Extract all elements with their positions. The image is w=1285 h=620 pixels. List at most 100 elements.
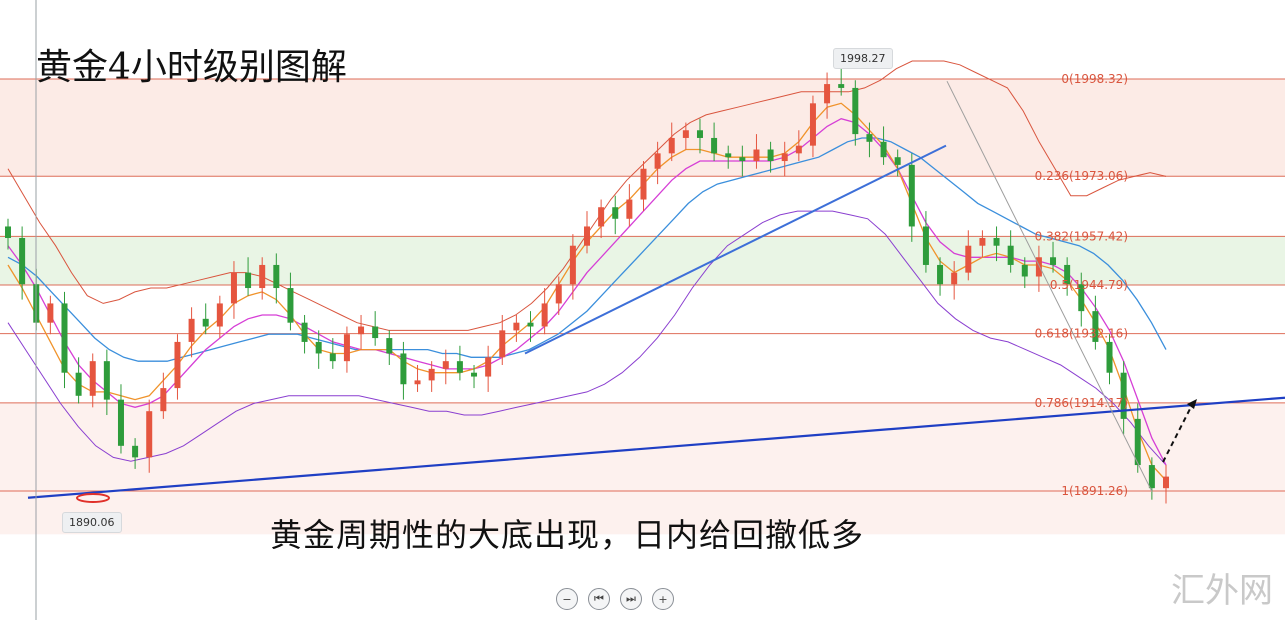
- candle-body: [725, 153, 732, 158]
- fib-label: 0.382(1957.42): [1035, 229, 1128, 243]
- fib-label: 0.786(1914.17): [1035, 396, 1128, 410]
- candle-body: [880, 141, 887, 158]
- high-price-tag: 1998.27: [833, 48, 893, 69]
- candle-body: [838, 84, 845, 88]
- candle-body: [894, 157, 901, 165]
- fib-zone-top: [0, 79, 1285, 177]
- fib-label: 0(1998.32): [1061, 72, 1128, 86]
- candle-body: [640, 168, 647, 200]
- candle-body: [19, 238, 26, 285]
- candle-body: [273, 264, 280, 289]
- candle-body: [739, 157, 746, 162]
- candle-body: [5, 226, 11, 239]
- candle-body: [937, 264, 944, 285]
- low-marker: [76, 493, 110, 503]
- candle-body: [245, 272, 252, 289]
- candle-body: [132, 445, 139, 458]
- candle-body: [117, 399, 124, 446]
- candle-body: [781, 153, 788, 162]
- low-price-tag: 1890.06: [62, 512, 122, 533]
- candle-body: [809, 103, 816, 146]
- candle-body: [795, 145, 802, 154]
- candle-body: [343, 334, 350, 362]
- candle-body: [908, 164, 915, 227]
- candle-body: [668, 137, 675, 154]
- candle-body: [1007, 245, 1014, 265]
- fib-label: 0.5(1944.79): [1050, 278, 1128, 292]
- arrow-head: [1187, 399, 1197, 409]
- next-button[interactable]: ⏭: [620, 588, 642, 610]
- chart-title: 黄金4小时级别图解: [36, 47, 347, 88]
- candle-body: [442, 361, 449, 369]
- candle-body: [61, 303, 68, 373]
- candle-body: [1064, 264, 1071, 285]
- candle-body: [259, 264, 266, 289]
- candle-body: [1163, 476, 1169, 489]
- candle-body: [626, 199, 633, 219]
- ma-magenta-line: [7, 118, 1167, 466]
- candle-body: [541, 303, 548, 327]
- candle-body: [499, 330, 506, 358]
- fib-label: 0.236(1973.06): [1035, 169, 1128, 183]
- candle-body: [866, 134, 873, 142]
- candle-body: [202, 318, 209, 327]
- candle-body: [1134, 418, 1141, 466]
- candle-body: [315, 341, 322, 354]
- fib-label: 0.618(1932.16): [1035, 327, 1128, 341]
- candle-body: [555, 284, 562, 304]
- candle-body: [174, 341, 181, 389]
- prev-button[interactable]: ⏮: [588, 588, 610, 610]
- candle-body: [584, 226, 590, 246]
- candle-body: [569, 245, 576, 285]
- chart-subtitle: 黄金周期性的大底出现，日内给回撤低多: [270, 516, 865, 554]
- candle-body: [767, 149, 774, 162]
- candle-body: [654, 153, 661, 169]
- candle-body: [414, 380, 421, 385]
- candle-body: [1148, 465, 1155, 489]
- candle-body: [160, 388, 167, 412]
- candle-body: [1106, 341, 1113, 373]
- plus-icon: +: [658, 592, 668, 606]
- watermark-logo: 汇外网: [1171, 571, 1273, 611]
- candle-body: [513, 322, 520, 331]
- candle-body: [753, 149, 760, 162]
- candle-body: [471, 372, 478, 377]
- fib-zone-lower: [0, 402, 1285, 535]
- zoom-out-button[interactable]: −: [556, 588, 578, 610]
- candle-body: [1078, 284, 1085, 312]
- minus-icon: −: [562, 592, 572, 606]
- candle-body: [188, 318, 195, 342]
- candle-body: [612, 207, 619, 219]
- candle-body: [696, 130, 703, 138]
- candle-body: [386, 338, 393, 354]
- candle-body: [993, 238, 1000, 246]
- candle-body: [75, 372, 82, 396]
- skip-forward-icon: ⏭: [626, 592, 636, 605]
- candle-body: [1021, 264, 1028, 277]
- candle-body: [329, 353, 336, 362]
- candle-body: [1092, 311, 1099, 342]
- projection-arrow: [1162, 402, 1194, 463]
- candle-body: [711, 137, 718, 154]
- candle-body: [824, 84, 831, 104]
- candle-body: [456, 361, 463, 373]
- zoom-in-button[interactable]: +: [652, 588, 674, 610]
- candle-body: [598, 207, 605, 227]
- candle-body: [89, 361, 96, 396]
- candle-body: [965, 245, 972, 273]
- candle-body: [47, 303, 54, 323]
- candle-body: [358, 326, 365, 335]
- candle-body: [1120, 372, 1127, 419]
- candle-body: [301, 322, 308, 342]
- fib-diagonal: [946, 80, 1153, 492]
- candle-body: [682, 130, 689, 138]
- candle-body: [287, 288, 294, 323]
- bollinger-lower: [7, 210, 1167, 466]
- rising-trendline: [524, 144, 947, 355]
- candle-body: [146, 411, 153, 458]
- candle-body: [527, 322, 534, 327]
- candle-body: [216, 303, 223, 327]
- fib-label: 1(1891.26): [1061, 484, 1128, 498]
